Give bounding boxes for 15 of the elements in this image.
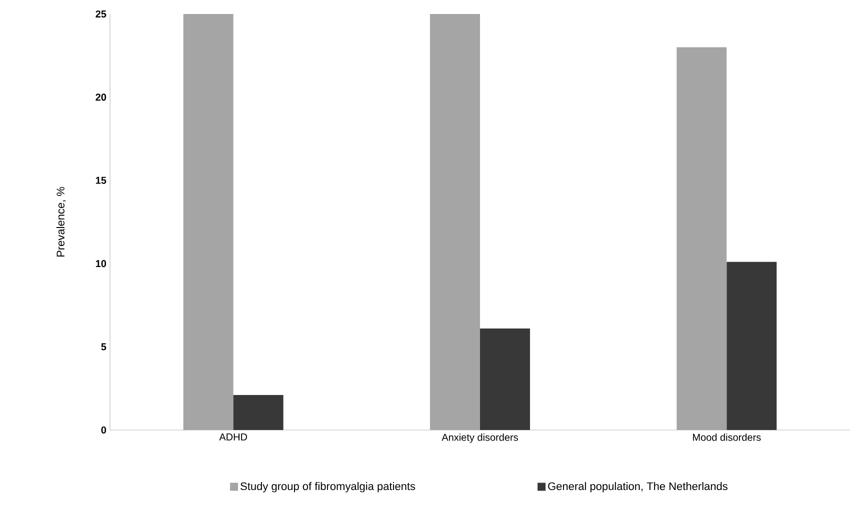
bar <box>233 395 284 430</box>
y-tick-label: 25 <box>96 10 106 18</box>
x-tick-label: ADHD <box>219 434 248 440</box>
bar <box>480 328 530 430</box>
x-tick-label: Mood disorders <box>693 434 761 441</box>
y-axis-title: Prevalence, % <box>56 186 66 257</box>
y-tick-label: 15 <box>96 176 106 184</box>
x-tick-label: Anxiety disorders <box>442 434 518 443</box>
y-tick-label: 10 <box>96 260 106 268</box>
y-tick-label: 20 <box>96 94 106 101</box>
legend-label: Study group of fibromyalgia patients <box>240 482 416 492</box>
y-tick-label: 0 <box>101 426 106 434</box>
legend-label: General population, The Netherlands <box>548 482 728 492</box>
y-tick-label: 5 <box>101 343 106 350</box>
bar <box>726 262 777 430</box>
